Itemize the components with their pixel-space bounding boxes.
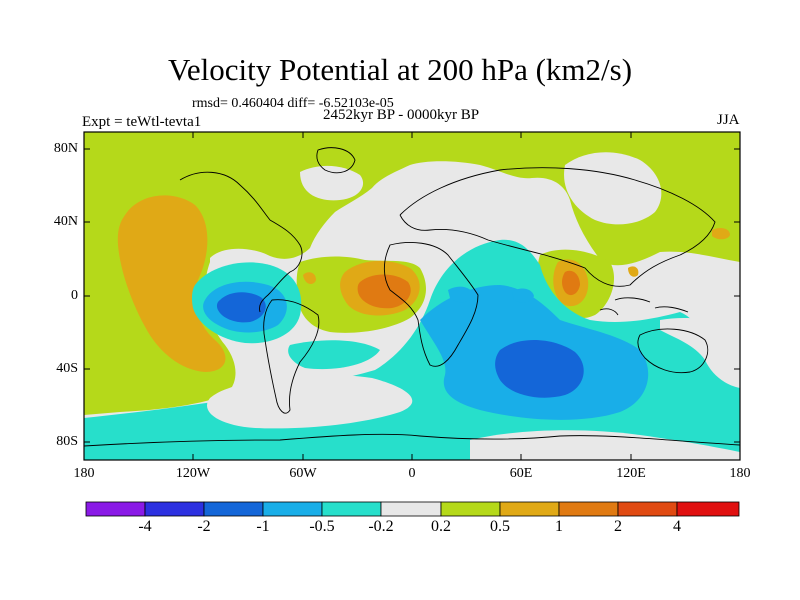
positive-west-africa-core <box>357 274 411 309</box>
colorbar-label: -0.5 <box>309 518 335 535</box>
colorbar <box>85 501 740 517</box>
colorbar-label: -4 <box>138 518 152 535</box>
x-tick-label: 60E <box>509 466 533 481</box>
colorbar-box-6 <box>440 501 501 517</box>
colorbar-box-0 <box>85 501 146 517</box>
colorbar-label: -2 <box>197 518 211 535</box>
time-span-label: 2452kyr BP - 0000kyr BP <box>323 107 480 123</box>
colorbar-label: -1 <box>256 518 270 535</box>
season-label: JJA <box>717 112 740 128</box>
neutral-south-atlantic <box>207 374 413 429</box>
coast-indonesia <box>599 297 689 316</box>
colorbar-label: 0.5 <box>490 518 510 535</box>
colorbar-label: 0.2 <box>431 518 451 535</box>
colorbar-box-2 <box>203 501 264 517</box>
colorbar-box-7 <box>499 501 560 517</box>
contour-field <box>84 132 740 460</box>
y-tick-label: 40S <box>56 361 78 376</box>
coast-greenland <box>316 147 356 174</box>
y-tick-label: 40N <box>53 214 78 229</box>
x-tick-label: 180 <box>729 466 751 481</box>
positive-small-na <box>303 272 316 285</box>
positive-indian-core <box>562 270 580 296</box>
positive-small-nepal <box>628 266 639 277</box>
coast-south-america <box>263 299 320 414</box>
colorbar-label: 2 <box>614 518 622 535</box>
coast-antarctica <box>84 433 740 447</box>
y-tick-label: 0 <box>71 288 78 303</box>
x-tick-label: 0 <box>408 466 416 481</box>
neutral-north-america-arctic <box>300 165 364 201</box>
negative-indian-ocean-core <box>495 340 584 398</box>
x-tick-label: 180 <box>73 466 95 481</box>
colorbar-box-8 <box>558 501 619 517</box>
x-tick-label: 120E <box>616 466 646 481</box>
colorbar-label: 4 <box>673 518 681 535</box>
map-title: Velocity Potential at 200 hPa (km2/s) <box>167 52 633 87</box>
colorbar-label: 1 <box>555 518 563 535</box>
colorbar-box-5 <box>380 501 442 517</box>
x-tick-label: 120W <box>175 466 211 481</box>
coast-north-america <box>179 171 303 313</box>
y-tick-label: 80N <box>53 141 78 156</box>
negative-small-congo <box>448 286 474 303</box>
coast-africa <box>383 242 479 367</box>
colorbar-box-9 <box>617 501 678 517</box>
map-ticks <box>83 132 741 460</box>
neutral-southwest-pacific <box>660 318 740 388</box>
coast-eurasia <box>399 167 716 287</box>
positive-small-east <box>712 227 730 240</box>
colorbar-box-3 <box>262 501 323 517</box>
x-tick-label: 60W <box>289 466 317 481</box>
colorbar-label: -0.2 <box>368 518 394 535</box>
coast-australia <box>637 328 709 374</box>
colorbar-box-1 <box>144 501 205 517</box>
stats-subtitle: rmsd= 0.460404 diff= -6.52103e-05 <box>192 96 394 111</box>
experiment-label: Expt = teWtl-tevta1 <box>82 114 202 130</box>
negative-pacific-core <box>216 292 266 323</box>
colorbar-box-10 <box>676 501 740 517</box>
negative-small-east-africa <box>512 288 534 303</box>
colorbar-box-4 <box>321 501 382 517</box>
y-tick-label: 80S <box>56 434 78 449</box>
positive-north-pacific <box>117 195 226 372</box>
coastlines <box>84 147 740 447</box>
